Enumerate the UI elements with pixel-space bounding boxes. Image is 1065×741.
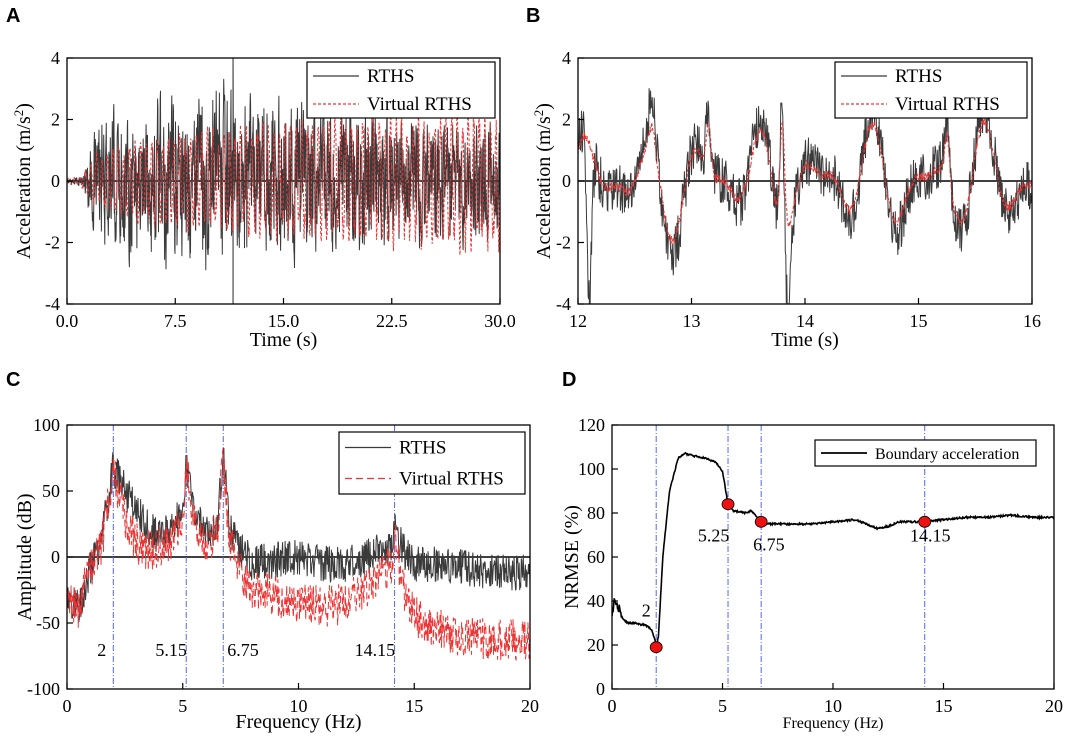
- plot-area: [578, 85, 1032, 304]
- y-tick-label: 4: [562, 48, 571, 68]
- x-tick-label: 5: [178, 696, 187, 716]
- y-tick-label: 0: [51, 171, 60, 191]
- y-tick-label: -4: [556, 294, 571, 314]
- legend-label: RTHS: [895, 66, 942, 87]
- x-axis-label: Frequency (Hz): [783, 715, 884, 732]
- y-tick-label: 2: [562, 110, 571, 130]
- y-axis-label: NRMSE (%): [561, 505, 583, 609]
- panel-label-d: D: [562, 369, 576, 391]
- y-tick-label: 100: [33, 415, 60, 435]
- panel-label-a: A: [6, 5, 20, 27]
- y-tick-label: -50: [36, 613, 60, 633]
- plot-area: [612, 451, 1054, 647]
- x-axis-label: Time (s): [250, 329, 318, 351]
- annotation-label: 2: [642, 600, 651, 620]
- annotation-label: 14.15: [355, 640, 396, 660]
- y-axis-label: Acceleration (m/s2): [531, 103, 556, 259]
- x-tick-label: 7.5: [164, 311, 187, 331]
- y-tick-label: 80: [587, 503, 605, 523]
- y-axis-label: Acceleration (m/s2): [11, 103, 36, 259]
- y-tick-label: -2: [45, 233, 60, 253]
- series-line-rths: [67, 58, 500, 304]
- y-tick-label: 100: [578, 459, 605, 479]
- x-tick-label: 20: [521, 696, 539, 716]
- x-tick-label: 12: [569, 311, 587, 331]
- y-tick-label: 4: [51, 48, 60, 68]
- marker-point: [721, 498, 735, 511]
- x-axis-label: Time (s): [771, 329, 839, 351]
- x-tick-label: 15: [935, 696, 953, 716]
- x-axis-label: Frequency (Hz): [235, 711, 361, 733]
- legend: RTHS Virtual RTHS: [306, 61, 496, 119]
- panel-d: D 0 5 10 15 20 0 20 40 60 80 100 120 Frequency (Hz) N…: [561, 369, 1063, 732]
- y-tick-label: 50: [42, 481, 60, 501]
- panel-label-b: B: [526, 5, 540, 27]
- x-tick-label: 15: [405, 696, 423, 716]
- x-tick-label: 13: [683, 311, 701, 331]
- y-tick-label: 0: [596, 679, 605, 699]
- legend-label: RTHS: [367, 66, 414, 87]
- series-line-virtual-rths: [67, 105, 500, 256]
- x-tick-label: 0: [608, 696, 617, 716]
- series-line-rths: [67, 447, 530, 623]
- plot-area: [67, 447, 530, 662]
- plot-area: [67, 58, 500, 304]
- panel-label-c: C: [6, 369, 20, 391]
- x-tick-label: 15.0: [268, 311, 300, 331]
- legend: Boundary acceleration: [814, 439, 1037, 467]
- marker-point: [649, 641, 663, 654]
- x-tick-label: 15: [910, 311, 928, 331]
- series-line-virtual-rths: [67, 448, 530, 662]
- y-axis-label: Amplitude (dB): [14, 493, 36, 620]
- marker-point: [918, 515, 932, 528]
- legend-label: Virtual RTHS: [895, 94, 1000, 115]
- x-tick-label: 10: [824, 696, 842, 716]
- panel-b: B 12 13 14 15 16 -4 -2 0 2 4 Time (s) Acceleration …: [526, 5, 1041, 351]
- legend: RTHS Virtual RTHS: [834, 61, 1028, 119]
- y-tick-label: 60: [587, 547, 605, 567]
- x-tick-label: 30.0: [484, 311, 516, 331]
- x-tick-label: 16: [1023, 311, 1041, 331]
- legend-label: RTHS: [399, 438, 446, 459]
- legend-label: Boundary acceleration: [875, 446, 1019, 463]
- y-tick-label: 0: [51, 547, 60, 567]
- legend: RTHS Virtual RTHS: [338, 431, 526, 495]
- legend-box: [306, 61, 496, 119]
- x-tick-label: 5: [718, 696, 727, 716]
- panel-a: A 0.0 7.5 15.0 22.5 30.0 -4 -2 0 2 4 Time (s) Accel…: [6, 5, 516, 351]
- y-tick-label: 20: [587, 635, 605, 655]
- legend-label: Virtual RTHS: [399, 469, 504, 490]
- x-tick-label: 20: [1045, 696, 1063, 716]
- legend-box: [834, 61, 1028, 119]
- annotation-label: 6.75: [227, 640, 259, 660]
- annotation-label: 2: [97, 640, 106, 660]
- annotation-label: 14.15: [910, 526, 951, 546]
- x-tick-label: 14: [796, 311, 814, 331]
- y-tick-label: 120: [578, 415, 605, 435]
- annotation-label: 5.25: [698, 526, 730, 546]
- series-line-virtual-rths: [578, 118, 1032, 245]
- legend-box: [338, 431, 526, 495]
- x-tick-label: 22.5: [376, 311, 408, 331]
- marker-point: [754, 515, 768, 528]
- y-tick-label: 0: [562, 171, 571, 191]
- y-tick-label: -2: [556, 233, 571, 253]
- x-tick-label: 10: [290, 696, 308, 716]
- x-tick-label: 0: [63, 696, 72, 716]
- y-tick-label: 40: [587, 591, 605, 611]
- y-tick-label: -4: [45, 294, 60, 314]
- annotation-label: 5.15: [155, 640, 187, 660]
- series-line-rths: [578, 85, 1032, 304]
- panel-c: C 0 5 10 15 20 -100 -50 0 50 100 Frequency (Hz) Amp…: [6, 369, 539, 733]
- y-tick-label: -100: [27, 679, 60, 699]
- annotation-label: 6.75: [753, 534, 785, 554]
- x-tick-label: 0.0: [56, 311, 79, 331]
- y-tick-label: 2: [51, 110, 60, 130]
- series-line-boundary-acceleration: [612, 451, 1054, 647]
- legend-label: Virtual RTHS: [367, 94, 472, 115]
